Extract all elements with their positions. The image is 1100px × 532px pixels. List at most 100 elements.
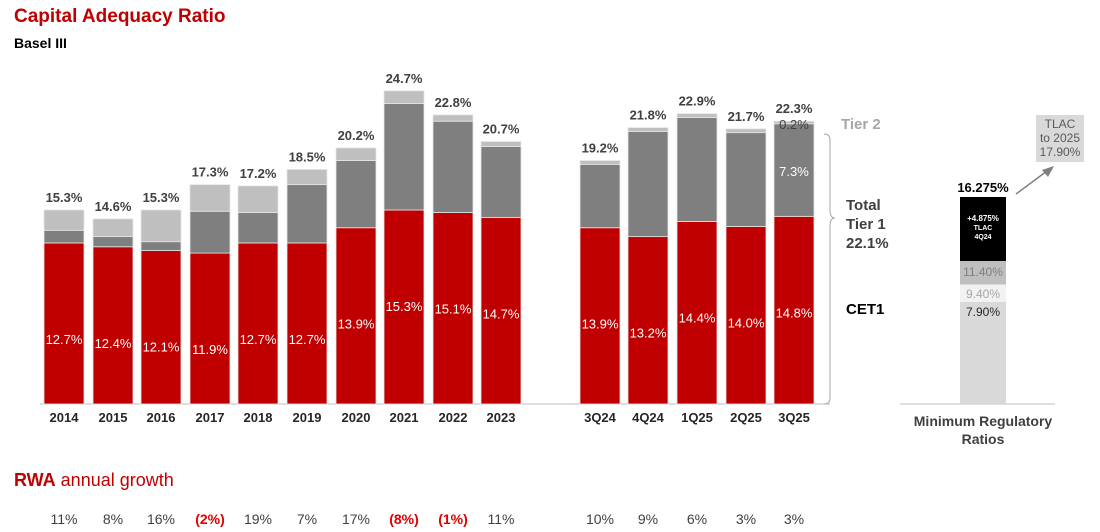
bar-at1-2017 xyxy=(189,210,231,254)
total-label-4Q24: 21.8% xyxy=(630,108,667,123)
bar-cet1-1Q25 xyxy=(676,221,718,405)
chart-subtitle: Basel III xyxy=(14,35,67,51)
rwa-growth-2018: 19% xyxy=(244,511,272,527)
tlac-arrow-line xyxy=(1015,170,1048,195)
bar-at1-2022 xyxy=(432,120,474,213)
cet1-label-3Q25: 14.8% xyxy=(776,305,813,320)
bar-cet1-2020 xyxy=(335,227,377,405)
total-label-2016: 15.3% xyxy=(143,190,180,205)
rwa-growth-2023: 11% xyxy=(488,511,515,527)
bar-cet1-2Q25 xyxy=(725,226,767,405)
x-tick-2014: 2014 xyxy=(50,410,80,425)
rwa-growth-2016: 16% xyxy=(147,511,175,527)
cet1-label-2017: 11.9% xyxy=(192,342,228,357)
bar-tier2-2019 xyxy=(286,169,328,186)
min-regulatory-label-0: Minimum Regulatory xyxy=(914,413,1053,429)
x-tick-3Q24: 3Q24 xyxy=(584,410,617,425)
x-tick-1Q25: 1Q25 xyxy=(681,410,713,425)
rwa-growth-title: RWA annual growth xyxy=(14,470,174,491)
bar-cet1-3Q24 xyxy=(579,227,621,405)
min-level-11-40: 11.40% xyxy=(963,265,1003,279)
min-level-9-40: 9.40% xyxy=(966,287,1000,301)
legend-total-tier1-2: 22.1% xyxy=(846,235,889,252)
total-label-2015: 14.6% xyxy=(95,199,132,214)
bar-cet1-2018 xyxy=(237,242,279,405)
tier1-brace xyxy=(823,133,836,405)
rwa-growth-2020: 17% xyxy=(342,511,370,527)
bar-cet1-2019 xyxy=(286,242,328,405)
bar-tier2-3Q24 xyxy=(579,160,621,165)
rwa-growth-3Q25: 3% xyxy=(784,511,804,527)
bar-at1-1Q25 xyxy=(676,117,718,222)
cet1-label-2Q25: 14.0% xyxy=(728,315,765,330)
rwa-growth-2015: 8% xyxy=(103,511,123,527)
bar-at1-2019 xyxy=(286,184,328,244)
bar-at1-2016 xyxy=(140,241,182,251)
tlac-box-line-2: 4Q24 xyxy=(974,234,991,241)
bar-at1-2023 xyxy=(480,146,522,219)
cet1-label-2015: 12.4% xyxy=(95,336,132,351)
legend-total-tier1-1: Tier 1 xyxy=(846,216,886,233)
total-label-3Q25: 22.3% xyxy=(776,101,813,116)
bar-tier2-2014 xyxy=(43,209,85,231)
x-tick-2017: 2017 xyxy=(196,410,225,425)
total-label-2019: 18.5% xyxy=(289,149,326,164)
bar-tier2-2018 xyxy=(237,185,279,213)
chart-title: Capital Adequacy Ratio xyxy=(14,6,226,27)
tlac-block xyxy=(960,197,1006,261)
cet1-label-3Q24: 13.9% xyxy=(582,317,619,332)
cet1-label-1Q25: 14.4% xyxy=(679,310,716,325)
cet1-label-2016: 12.1% xyxy=(143,340,180,355)
tlac-2025-line-1: to 2025 xyxy=(1040,131,1080,145)
cet1-label-2014: 12.7% xyxy=(46,332,83,347)
x-tick-4Q24: 4Q24 xyxy=(632,410,665,425)
bar-at1-2018 xyxy=(237,212,279,244)
rwa-growth-2019: 7% xyxy=(297,511,317,527)
rwa-growth-2021: (8%) xyxy=(389,511,419,527)
bar-tier2-2017 xyxy=(189,184,231,212)
bar-tier2-2020 xyxy=(335,147,377,161)
legend-tier2: Tier 2 xyxy=(841,116,881,133)
cet1-label-2018: 12.7% xyxy=(240,332,277,347)
bar-tier2-2021 xyxy=(383,90,425,104)
bar-cet1-2023 xyxy=(480,217,522,405)
min-total-block xyxy=(960,261,1006,284)
x-tick-2023: 2023 xyxy=(487,410,516,425)
min-total-label: 16.275% xyxy=(957,180,1009,195)
legend-total-tier1-0: Total xyxy=(846,197,881,214)
total-label-2021: 24.7% xyxy=(386,71,423,86)
bar-at1-2Q25 xyxy=(725,132,767,227)
cet1-label-4Q24: 13.2% xyxy=(630,326,667,341)
rwa-annual-growth-label: annual growth xyxy=(55,470,174,490)
bar-at1-2021 xyxy=(383,103,425,211)
x-tick-2015: 2015 xyxy=(99,410,128,425)
cet1-label-2021: 15.3% xyxy=(386,299,423,314)
x-tick-2020: 2020 xyxy=(342,410,371,425)
rwa-growth-3Q24: 10% xyxy=(586,511,614,527)
x-tick-2018: 2018 xyxy=(244,410,273,425)
x-tick-2019: 2019 xyxy=(293,410,322,425)
bar-tier2-2015 xyxy=(92,218,134,238)
bar-tier2-3Q25 xyxy=(773,120,815,125)
at1-last-label: 7.3% xyxy=(779,164,809,179)
x-tick-2016: 2016 xyxy=(147,410,176,425)
bar-cet1-3Q25 xyxy=(773,215,815,405)
bar-at1-2020 xyxy=(335,160,377,229)
total-label-3Q24: 19.2% xyxy=(582,141,619,156)
legend-cet1: CET1 xyxy=(846,301,884,318)
bar-cet1-2015 xyxy=(92,246,134,405)
x-tick-3Q25: 3Q25 xyxy=(778,410,810,425)
min-tier1-block xyxy=(960,285,1006,302)
tlac-2025-line-2: 17.90% xyxy=(1040,145,1081,159)
min-regulatory-label-1: Ratios xyxy=(962,431,1005,447)
bar-at1-2015 xyxy=(92,236,134,248)
bar-at1-3Q24 xyxy=(579,163,621,229)
total-label-2018: 17.2% xyxy=(240,166,277,181)
total-label-2017: 17.3% xyxy=(192,165,229,180)
min-level-7-90: 7.90% xyxy=(966,305,1000,319)
rwa-label: RWA xyxy=(14,470,56,490)
tlac-arrow-icon xyxy=(1042,166,1054,177)
tier2-last-label: 0.2% xyxy=(779,117,809,132)
bar-tier2-1Q25 xyxy=(676,113,718,118)
